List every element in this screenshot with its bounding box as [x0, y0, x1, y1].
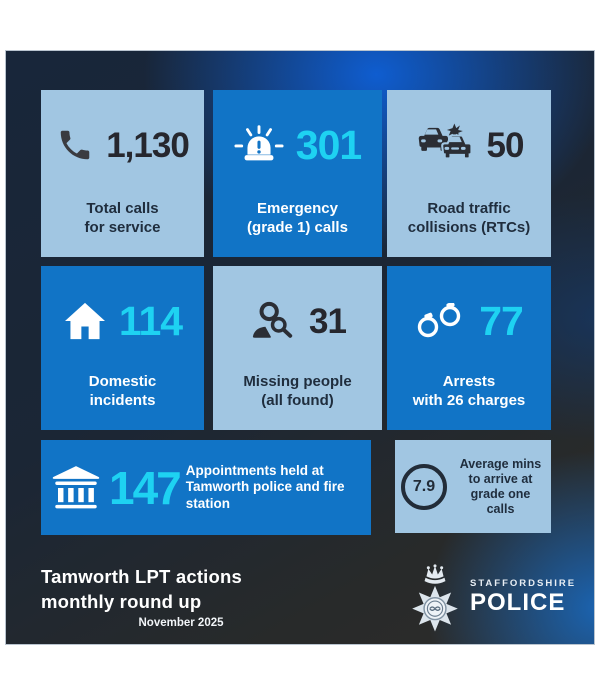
stat-label: Average mins to arrive at grade one call… — [459, 456, 542, 516]
stat-value: 77 — [479, 297, 524, 344]
police-badge-icon — [405, 564, 465, 640]
stat-label: Road traffic collisions (RTCs) — [407, 200, 531, 236]
stat-value: 301 — [295, 121, 362, 168]
car-collision-icon — [415, 123, 475, 167]
logo-staffordshire-label: STAFFORDSHIRE — [470, 578, 577, 589]
stat-label: Appointments held at Tamworth police and… — [185, 462, 345, 511]
infographic-panel: 1,130 Total calls for service — [5, 50, 595, 645]
report-date: November 2025 — [138, 617, 224, 629]
page-title: Tamworth LPT actions monthly round up — [41, 566, 243, 612]
siren-icon — [234, 124, 284, 166]
stat-label: Domestic incidents — [88, 373, 157, 409]
card-emergency-calls: 301 Emergency (grade 1) calls — [213, 90, 382, 257]
handcuffs-icon — [415, 303, 467, 339]
card-arrests: 77 Arrests with 26 charges — [387, 266, 551, 430]
card-total-calls: 1,130 Total calls for service — [41, 90, 204, 257]
person-search-icon — [249, 300, 297, 342]
card-road-traffic-collisions: 50 Road traffic collisions (RTCs) — [387, 90, 551, 257]
stat-value: 31 — [309, 301, 347, 341]
circle-ring: 7.9 — [401, 463, 447, 510]
card-appointments: 147 Appointments held at Tamworth police… — [41, 440, 371, 535]
stat-value: 1,130 — [106, 125, 190, 165]
stat-value: 7.9 — [412, 477, 436, 495]
logo-police-label: POLICE — [470, 589, 566, 616]
house-icon — [63, 301, 107, 341]
stat-label: Arrests with 26 charges — [412, 373, 526, 409]
stat-label: Missing people (all found) — [243, 373, 352, 409]
stat-value: 50 — [486, 125, 525, 165]
card-missing-people: 31 Missing people (all found) — [213, 266, 382, 430]
phone-icon — [56, 126, 94, 164]
stat-label: Emergency (grade 1) calls — [247, 200, 348, 236]
bank-icon — [49, 464, 103, 512]
stat-value: 114 — [118, 297, 183, 344]
stat-value: 147 — [109, 461, 182, 514]
police-logo-text: STAFFORDSHIRE POLICE — [470, 578, 576, 615]
stat-label: Total calls for service — [84, 200, 161, 236]
card-domestic-incidents: 114 Domestic incidents — [41, 266, 204, 430]
card-average-mins: 7.9 Average mins to arrive at grade one … — [395, 440, 551, 533]
